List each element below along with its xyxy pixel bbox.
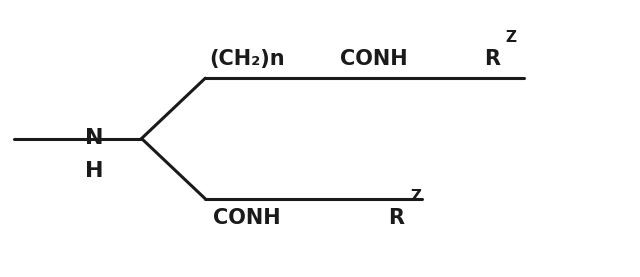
Text: CONH: CONH [213,208,280,228]
Text: Z: Z [410,189,421,204]
Text: R: R [388,208,404,228]
Text: R: R [484,49,500,69]
Text: Z: Z [506,30,516,45]
Text: CONH: CONH [340,49,408,69]
Text: H: H [84,161,103,181]
Text: (CH₂)n: (CH₂)n [209,49,285,69]
Text: N: N [84,129,103,148]
